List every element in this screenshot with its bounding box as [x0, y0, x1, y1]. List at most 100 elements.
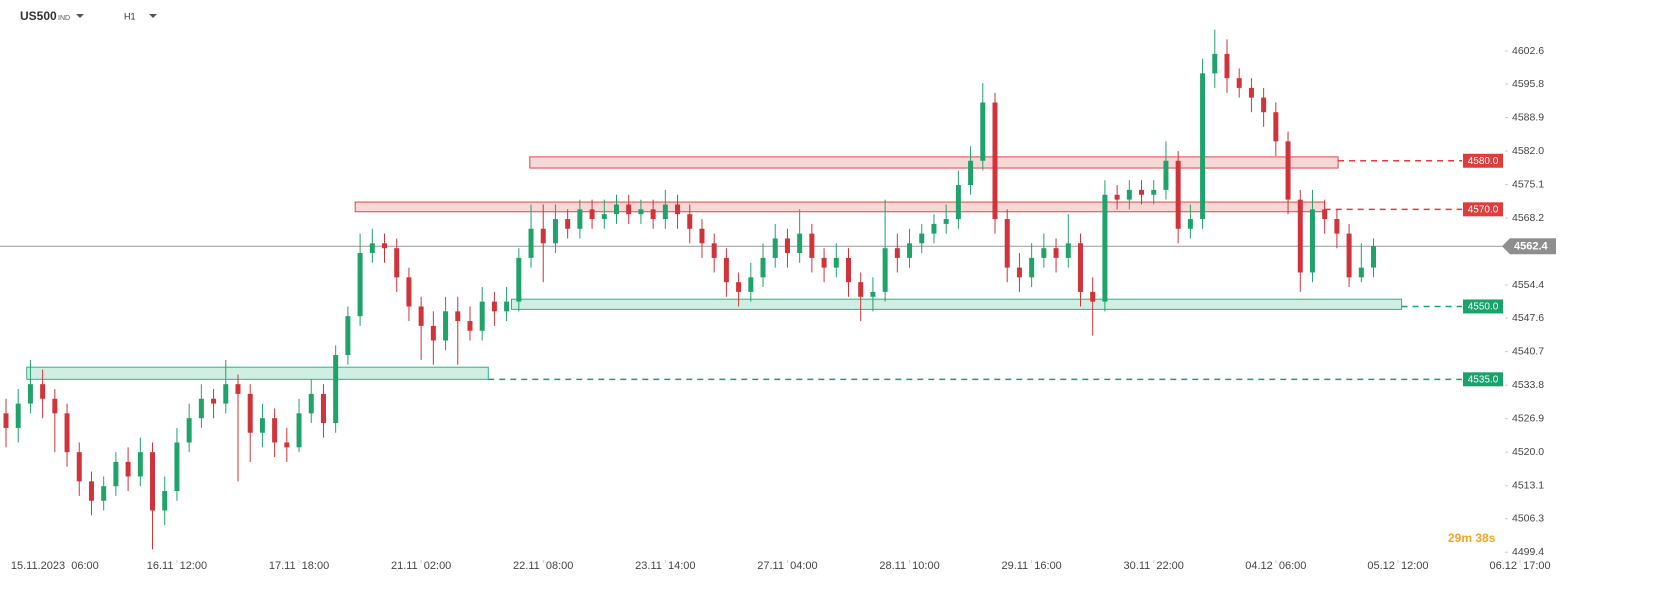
candle-body: [198, 398, 204, 419]
candle-body: [552, 219, 558, 244]
dropdown-arrow[interactable]: [76, 14, 84, 18]
candle-body: [1236, 78, 1242, 88]
candle-body: [27, 384, 33, 404]
candle-body: [1358, 267, 1364, 278]
candle-body: [1151, 189, 1157, 195]
candle-body: [1297, 199, 1303, 273]
y-tick-label: 4540.7: [1512, 345, 1544, 357]
candle-body: [711, 243, 717, 258]
candle-body: [1334, 219, 1340, 234]
candle-body: [992, 102, 998, 220]
x-tick-label: 21.11 02:00: [391, 560, 451, 572]
candle-body: [333, 355, 339, 424]
candle-body: [797, 233, 803, 254]
y-tick-label: 4506.3: [1512, 512, 1544, 524]
candle-body: [1090, 291, 1096, 302]
candle-body: [1029, 257, 1035, 278]
level-label: 4580.0: [1468, 156, 1499, 167]
candle-body: [968, 160, 974, 186]
candle-body: [162, 491, 168, 511]
zone: [510, 298, 1403, 310]
candle-body: [931, 223, 937, 234]
y-tick-label: 4602.6: [1512, 45, 1544, 57]
candle-body: [418, 306, 424, 326]
candle-body: [516, 257, 522, 302]
candle-body: [577, 209, 583, 229]
y-tick-label: 4582.0: [1512, 145, 1544, 157]
candle-body: [955, 185, 961, 220]
candle-body: [88, 481, 94, 501]
level-label-box: [1463, 202, 1503, 217]
candle-body: [113, 461, 119, 487]
y-tick-label: 4568.2: [1512, 212, 1544, 224]
candle-body: [528, 228, 534, 258]
candle-body: [748, 277, 754, 292]
candle-body: [772, 238, 778, 258]
candle-body: [223, 384, 229, 404]
candle-body: [125, 461, 131, 477]
candle-body: [52, 398, 58, 414]
candle-body: [980, 102, 986, 161]
candle-body: [1285, 141, 1291, 200]
candle-body: [150, 452, 156, 511]
candle-body: [943, 219, 949, 224]
x-tick-label: 17.11 18:00: [269, 560, 329, 572]
candle-body: [687, 214, 693, 229]
candle-body: [382, 243, 388, 249]
candle-body: [1261, 97, 1267, 113]
y-tick-label: 4588.9: [1512, 111, 1544, 123]
candle-body: [1139, 189, 1145, 195]
candle-body: [430, 325, 436, 341]
candle-body: [1126, 189, 1132, 200]
x-tick-label: 23.11 14:00: [635, 560, 695, 572]
level-label: 4535.0: [1468, 374, 1499, 385]
countdown: 29m 38s: [1448, 531, 1496, 545]
y-tick-label: 4513.1: [1512, 479, 1544, 491]
candle-body: [174, 442, 180, 492]
candle-body: [626, 204, 632, 215]
candle-body: [760, 257, 766, 278]
level-label-box: [1463, 372, 1503, 387]
candle-body: [601, 214, 607, 220]
candle-body: [662, 204, 668, 220]
candle-body: [308, 393, 314, 414]
y-tick-label: 4547.6: [1512, 312, 1544, 324]
dropdown-arrow[interactable]: [149, 14, 157, 18]
candle-body: [284, 442, 290, 448]
candle-body: [1077, 243, 1083, 292]
candle-body: [186, 418, 192, 443]
symbol[interactable]: US500: [20, 9, 57, 23]
x-tick-label: 27.11 04:00: [757, 560, 817, 572]
market: IND: [58, 15, 70, 22]
candle-body: [845, 257, 851, 283]
candle-body: [1200, 73, 1206, 220]
zone: [26, 366, 489, 380]
candle-body: [1114, 194, 1120, 200]
x-tick-label: 15.11.2023 06:00: [11, 560, 99, 572]
candle-body: [1102, 194, 1108, 302]
y-tick-label: 4520.0: [1512, 446, 1544, 458]
candle-body: [821, 257, 827, 268]
level-label: 4570.0: [1468, 204, 1499, 215]
x-tick-label: 28.11 10:00: [879, 560, 939, 572]
y-tick-label: 4499.4: [1512, 546, 1544, 558]
candle-body: [504, 301, 510, 312]
candle-body: [467, 321, 473, 331]
candle-body: [1175, 160, 1181, 229]
candle-body: [1309, 209, 1315, 273]
timeframe[interactable]: H1: [124, 11, 136, 21]
candle-body: [491, 301, 497, 312]
candle-body: [235, 384, 241, 394]
candle-body: [259, 418, 265, 433]
candle-body: [296, 413, 302, 448]
candle-body: [1016, 267, 1022, 278]
candle-body: [589, 209, 595, 220]
candle-body: [699, 228, 705, 244]
candle-body: [894, 248, 900, 258]
candle-body: [101, 486, 107, 501]
candle-body: [76, 452, 82, 482]
level-label: 4550.0: [1468, 302, 1499, 313]
candle-body: [1187, 219, 1193, 229]
